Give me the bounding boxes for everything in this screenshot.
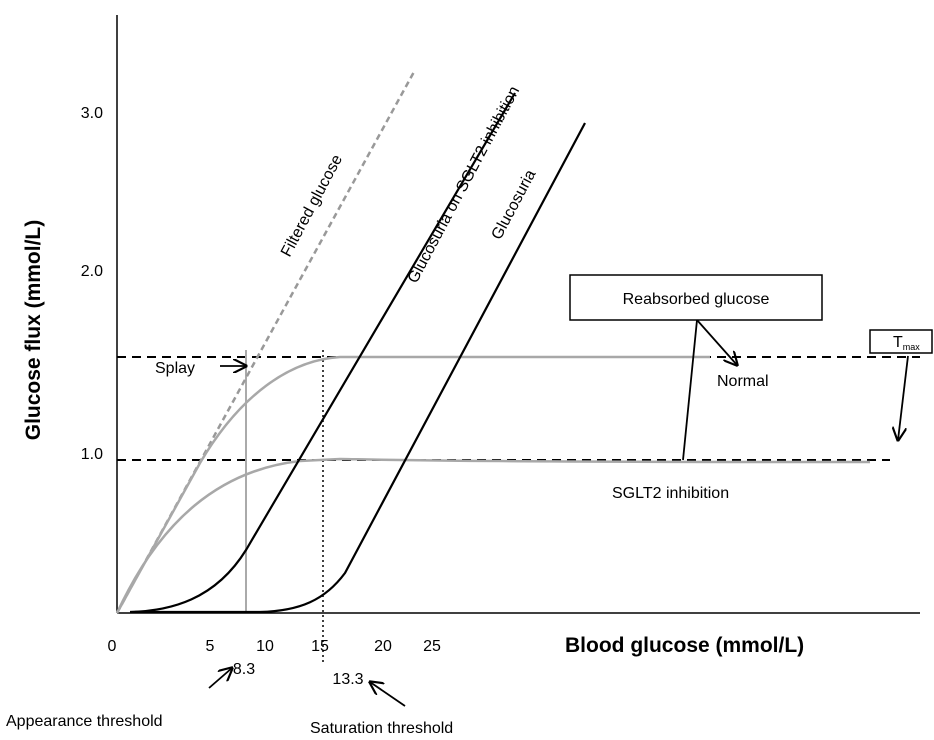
threshold-value: 13.3 bbox=[332, 671, 363, 688]
y-tick-label: 3.0 bbox=[81, 105, 103, 122]
x-tick-label: 0 bbox=[108, 638, 117, 655]
threshold-value: 8.3 bbox=[233, 661, 255, 678]
y-tick-label: 2.0 bbox=[81, 263, 103, 280]
threshold-label: Saturation threshold bbox=[310, 720, 453, 737]
tmax-label: Tmax bbox=[893, 334, 920, 352]
x-axis-title: Blood glucose (mmol/L) bbox=[565, 634, 804, 657]
x-tick-label: 20 bbox=[374, 638, 392, 655]
pointer-line bbox=[682, 319, 698, 461]
x-tick-label: 25 bbox=[423, 638, 441, 655]
threshold-label: Appearance threshold bbox=[6, 713, 163, 730]
reabsorbed-box bbox=[569, 274, 823, 321]
annotation: Splay bbox=[155, 360, 195, 377]
y-tick-label: 1.0 bbox=[81, 446, 103, 463]
tmax-box bbox=[869, 329, 933, 354]
tmax-arrow bbox=[898, 355, 909, 440]
tmax-main: T bbox=[893, 334, 903, 351]
glucosuria-curve bbox=[135, 122, 586, 614]
y-axis-title: Glucose flux (mmol/L) bbox=[22, 220, 45, 441]
curve-label: Filtered glucose bbox=[278, 152, 346, 260]
tmax-sub: max bbox=[903, 342, 921, 352]
reabsorbed-normal bbox=[115, 355, 710, 614]
reabsorbed-sglt2 bbox=[115, 457, 871, 614]
x-tick-label: 15 bbox=[311, 638, 329, 655]
x-tick-label: 5 bbox=[206, 638, 215, 655]
box-label: Reabsorbed glucose bbox=[623, 291, 770, 308]
annotation: SGLT2 inhibition bbox=[612, 485, 729, 502]
pointer-line bbox=[696, 319, 737, 365]
annotation: Normal bbox=[717, 373, 769, 390]
saturation-arrow bbox=[370, 682, 406, 707]
appearance-arrow bbox=[208, 668, 232, 689]
curve-label: Glucosuria on SGLT2 inhibition bbox=[405, 84, 523, 286]
x-tick-label: 10 bbox=[256, 638, 274, 655]
curve-label: Glucosuria bbox=[489, 167, 540, 243]
